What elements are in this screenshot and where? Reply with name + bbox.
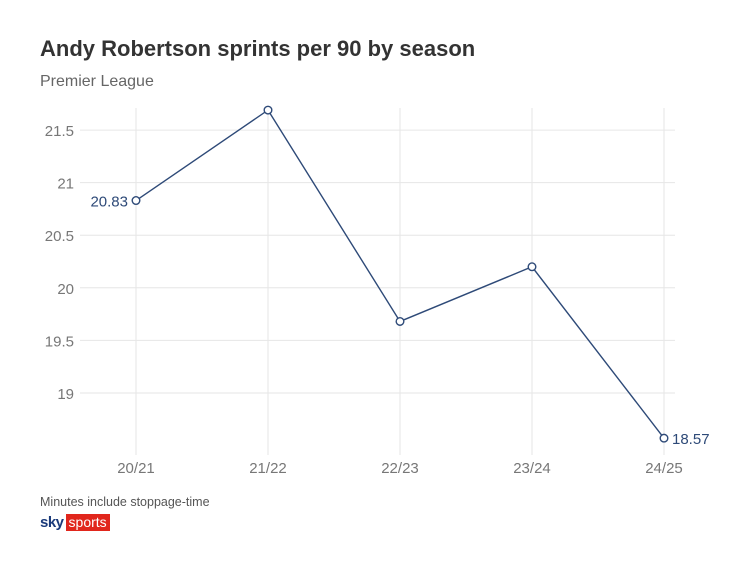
data-point: [659, 433, 669, 443]
data-point: [263, 105, 273, 115]
y-tick-label: 19: [57, 386, 74, 403]
data-label: 20.83: [90, 194, 128, 211]
y-tick-label: 21: [57, 176, 74, 193]
footnote: Minutes include stoppage-time: [40, 495, 210, 509]
chart-subtitle: Premier League: [40, 73, 154, 90]
x-tick-label: 20/21: [117, 460, 155, 477]
data-point: [131, 196, 141, 206]
x-tick-label: 23/24: [513, 460, 551, 477]
y-tick-label: 20.5: [45, 228, 74, 245]
data-label: 18.57: [672, 431, 710, 448]
logo-sports: sports: [65, 514, 110, 531]
x-tick-label: 22/23: [381, 460, 419, 477]
data-point: [527, 262, 537, 272]
data-point: [395, 316, 405, 326]
logo-sky: sky: [40, 514, 64, 531]
y-tick-label: 19.5: [45, 333, 74, 350]
y-tick-label: 20: [57, 281, 74, 298]
x-tick-label: 21/22: [249, 460, 287, 477]
x-tick-label: 24/25: [645, 460, 683, 477]
y-tick-label: 21.5: [45, 123, 74, 140]
sky-sports-logo: sky sports: [40, 514, 110, 531]
chart-title: Andy Robertson sprints per 90 by season: [40, 36, 476, 61]
